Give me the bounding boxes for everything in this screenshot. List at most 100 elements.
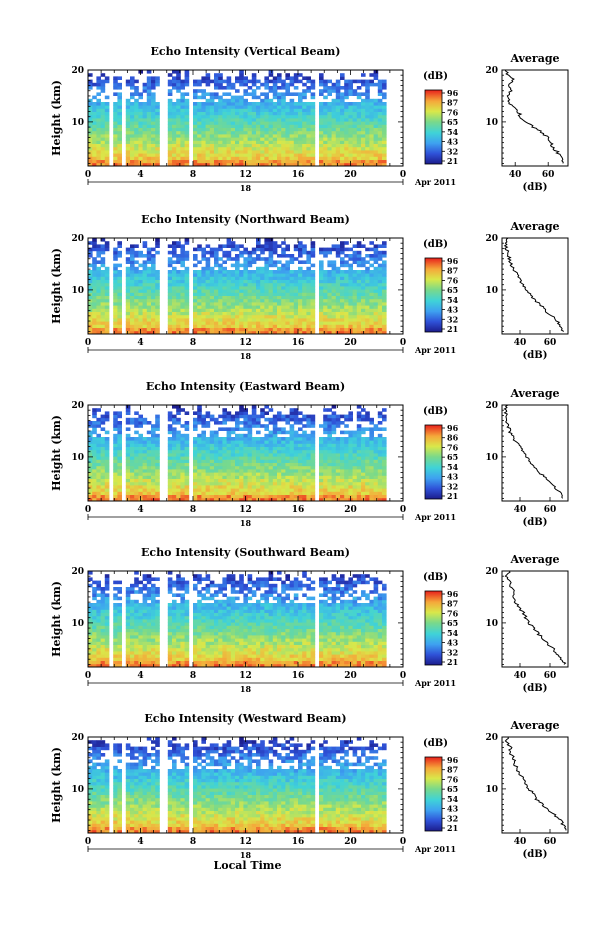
heatmap-cell bbox=[285, 478, 290, 483]
heatmap-cell bbox=[335, 475, 341, 479]
heatmap-cell bbox=[306, 153, 311, 157]
heatmap-cell bbox=[247, 105, 253, 109]
heatmap-cell bbox=[134, 302, 139, 306]
heatmap-cell bbox=[197, 162, 202, 167]
heatmap-cell bbox=[260, 311, 265, 316]
heatmap-cell bbox=[340, 475, 345, 479]
heatmap-cell bbox=[230, 481, 236, 486]
heatmap-cell bbox=[268, 102, 274, 106]
heatmap-cell bbox=[352, 282, 358, 287]
heatmap-cell bbox=[125, 478, 131, 483]
heatmap-cell bbox=[100, 156, 106, 160]
heatmap-cell bbox=[184, 76, 190, 80]
heatmap-cell bbox=[247, 485, 253, 489]
heatmap-cell bbox=[138, 465, 143, 470]
heatmap-cell bbox=[235, 289, 240, 293]
heatmap-cell bbox=[134, 462, 139, 467]
heatmap-cell bbox=[243, 488, 248, 492]
heatmap-cell bbox=[302, 150, 307, 154]
heatmap-cell bbox=[230, 137, 236, 141]
heatmap-cell bbox=[125, 324, 131, 328]
heatmap-cell bbox=[281, 286, 286, 290]
heatmap-cell bbox=[373, 286, 379, 290]
heatmap-cell bbox=[344, 330, 349, 335]
heatmap-cell bbox=[125, 295, 131, 300]
heatmap-cell bbox=[222, 244, 227, 248]
heatmap-cell bbox=[302, 440, 307, 444]
heatmap-cell bbox=[146, 475, 152, 479]
heatmap-cell bbox=[302, 414, 307, 419]
heatmap-cell bbox=[92, 146, 97, 151]
heatmap-cell bbox=[306, 156, 311, 160]
heatmap-cell bbox=[230, 292, 236, 296]
heatmap-cell bbox=[260, 121, 265, 125]
heatmap-cell bbox=[256, 453, 261, 457]
heatmap-cell bbox=[256, 440, 261, 444]
heatmap-cell bbox=[289, 130, 295, 135]
heatmap-cell bbox=[319, 302, 324, 306]
heatmap-cell bbox=[125, 98, 131, 103]
heatmap-cell bbox=[302, 494, 307, 499]
heatmap-cell bbox=[155, 130, 160, 135]
heatmap-cell bbox=[327, 472, 332, 476]
heatmap-cell bbox=[239, 289, 244, 293]
heatmap-cell bbox=[243, 76, 248, 80]
heatmap-cell bbox=[377, 289, 383, 293]
heatmap-cell bbox=[146, 446, 152, 451]
heatmap-cell bbox=[268, 124, 274, 128]
heatmap-cell bbox=[230, 475, 236, 479]
heatmap-cell bbox=[306, 330, 311, 335]
heatmap-cell bbox=[298, 156, 303, 160]
heatmap-cell bbox=[100, 478, 106, 483]
heatmap-cell bbox=[285, 150, 290, 154]
heatmap-cell bbox=[117, 330, 122, 335]
heatmap-cell bbox=[272, 282, 278, 287]
heatmap-cell bbox=[251, 273, 257, 277]
heatmap-cell bbox=[176, 405, 181, 409]
heatmap-cell bbox=[289, 430, 295, 435]
heatmap-cell bbox=[138, 485, 143, 489]
heatmap-cell bbox=[96, 282, 101, 287]
heatmap-cell bbox=[138, 134, 143, 138]
heatmap-cell bbox=[352, 92, 358, 96]
heatmap-cell bbox=[180, 308, 185, 312]
heatmap-cell bbox=[130, 153, 135, 157]
heatmap-cell bbox=[335, 130, 341, 135]
heatmap-cell bbox=[142, 108, 148, 112]
heatmap-cell bbox=[180, 156, 185, 160]
heatmap-cell bbox=[92, 121, 97, 125]
heatmap-cell bbox=[193, 456, 198, 460]
heatmap-cell bbox=[218, 150, 223, 154]
heatmap-cell bbox=[214, 440, 219, 444]
heatmap-cell bbox=[117, 321, 122, 325]
heatmap-cell bbox=[142, 298, 148, 303]
heatmap-cell bbox=[272, 456, 278, 460]
heatmap-cell bbox=[298, 469, 303, 473]
heatmap-cell bbox=[146, 430, 152, 435]
heatmap-cell bbox=[218, 108, 223, 112]
heatmap-cell bbox=[243, 98, 248, 103]
heatmap-cell bbox=[348, 302, 353, 306]
heatmap-cell bbox=[146, 462, 152, 467]
heatmap-cell bbox=[155, 497, 160, 502]
heatmap-cell bbox=[184, 286, 190, 290]
heatmap-cell bbox=[239, 327, 244, 332]
heatmap-cell bbox=[209, 92, 215, 96]
heatmap-cell bbox=[214, 127, 219, 132]
heatmap-cell bbox=[327, 433, 332, 438]
heatmap-cell bbox=[209, 298, 215, 303]
heatmap-cell bbox=[302, 462, 307, 467]
heatmap-cell bbox=[125, 311, 131, 316]
heatmap-cell bbox=[230, 108, 236, 112]
heatmap-cell bbox=[172, 475, 177, 479]
heatmap-cell bbox=[214, 462, 219, 467]
heatmap-cell bbox=[104, 150, 110, 154]
heatmap-cell bbox=[340, 305, 345, 309]
heatmap-cell bbox=[331, 318, 337, 322]
heatmap-cell bbox=[176, 318, 181, 322]
heatmap-cell bbox=[100, 247, 106, 252]
heatmap-cell bbox=[201, 79, 206, 84]
heatmap-cell bbox=[146, 114, 152, 119]
heatmap-cell bbox=[197, 421, 202, 425]
heatmap-cell bbox=[272, 497, 278, 502]
